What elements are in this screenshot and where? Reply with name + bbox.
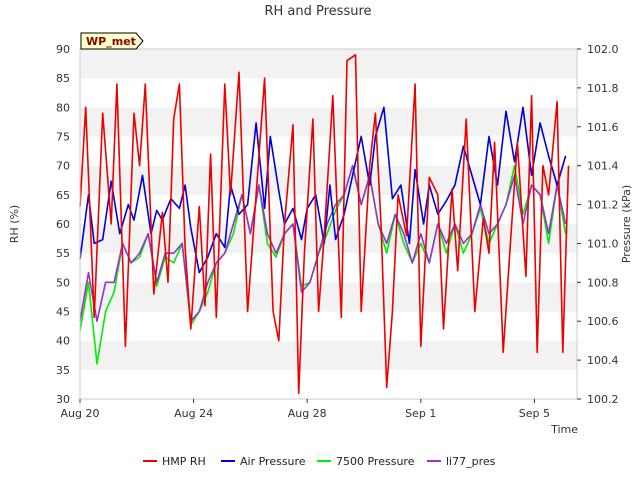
right-axis-title: Pressure (kPa) xyxy=(620,185,633,263)
left-tick-label: 35 xyxy=(56,364,70,377)
right-tick-label: 100.6 xyxy=(587,315,619,328)
right-tick-label: 100.2 xyxy=(587,393,619,406)
right-tick-label: 101.0 xyxy=(587,237,619,250)
left-tick-label: 45 xyxy=(56,306,70,319)
left-tick-label: 75 xyxy=(56,131,70,144)
station-badge: WP_met xyxy=(80,32,144,50)
badge-shape xyxy=(80,32,144,50)
left-tick-label: 80 xyxy=(56,101,70,114)
plot-border xyxy=(79,48,578,400)
chart-title: RH and Pressure xyxy=(264,4,371,19)
left-tick-label: 85 xyxy=(56,72,70,85)
left-tick-label: 70 xyxy=(56,160,70,173)
right-tick-label: 101.6 xyxy=(587,121,619,134)
left-tick-label: 55 xyxy=(56,247,70,260)
series-line-hmp-rh xyxy=(79,53,570,395)
x-tick-label: Sep 5 xyxy=(519,407,550,420)
legend: HMP RH Air Pressure 7500 Pressure li77_pres xyxy=(143,455,496,468)
right-axis: 100.2 100.4 100.6 100.8 101.0 101.2 101.4 101.6… xyxy=(577,43,619,406)
left-tick-label: 40 xyxy=(56,335,70,348)
right-tick-label: 101.2 xyxy=(587,199,619,212)
grid-band xyxy=(80,311,577,341)
legend-label: Air Pressure xyxy=(240,455,306,468)
grid-band xyxy=(80,340,577,370)
x-tick-label: Aug 20 xyxy=(61,407,100,420)
x-tick-label: Aug 24 xyxy=(174,407,213,420)
x-axis: Aug 20 Aug 24 Aug 28 Sep 1 Sep 5 xyxy=(61,399,550,420)
right-tick-label: 100.4 xyxy=(587,354,619,367)
x-tick-label: Aug 28 xyxy=(288,407,327,420)
left-axis-title: RH (%) xyxy=(8,205,21,243)
left-tick-label: 50 xyxy=(56,276,70,289)
legend-label: li77_pres xyxy=(446,455,496,468)
left-tick-label: 30 xyxy=(56,393,70,406)
legend-label: HMP RH xyxy=(162,455,206,468)
right-tick-label: 101.4 xyxy=(587,160,619,173)
right-tick-label: 102.0 xyxy=(587,43,619,56)
left-tick-label: 65 xyxy=(56,189,70,202)
legend-label: 7500 Pressure xyxy=(336,455,415,468)
left-tick-label: 60 xyxy=(56,218,70,231)
right-tick-label: 101.8 xyxy=(587,82,619,95)
series-layer xyxy=(79,53,570,395)
grid-band xyxy=(80,282,577,312)
right-tick-label: 100.8 xyxy=(587,276,619,289)
badge-label: WP_met xyxy=(86,35,136,48)
x-tick-label: Sep 1 xyxy=(405,407,436,420)
grid-band xyxy=(80,49,577,79)
left-tick-label: 90 xyxy=(56,43,70,56)
x-axis-title: Time xyxy=(550,423,578,436)
grid-band xyxy=(80,78,577,108)
grid-band xyxy=(80,369,577,399)
left-axis: 30 35 40 45 50 55 60 65 70 75 80 85 90 xyxy=(56,43,70,406)
grid-band xyxy=(80,107,577,137)
